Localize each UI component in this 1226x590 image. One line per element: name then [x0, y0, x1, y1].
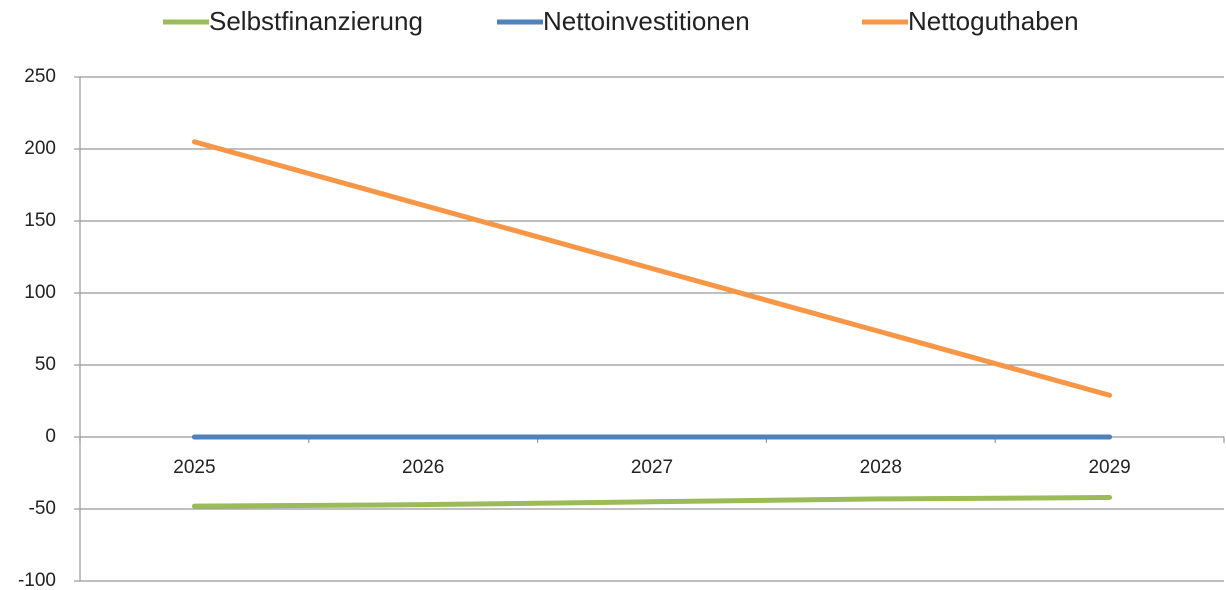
series-line [191, 494, 1113, 509]
series-line [191, 139, 1113, 398]
y-tick-label: 100 [24, 282, 56, 303]
y-tick-label: 150 [24, 210, 56, 231]
x-tick-label: 2025 [173, 457, 215, 478]
legend-label: Nettoinvestitionen [543, 6, 750, 36]
y-tick-label: 250 [24, 66, 56, 87]
legend-label: Selbstfinanzierung [209, 6, 423, 36]
x-tick-label: 2026 [402, 457, 444, 478]
y-tick-label: 50 [35, 354, 56, 375]
legend: Selbstfinanzierung Nettoinvestitionen Nett… [163, 6, 1079, 36]
y-tick-label: 200 [24, 138, 56, 159]
x-tick-label: 2028 [860, 457, 902, 478]
x-tick-label: 2027 [631, 457, 673, 478]
x-tick-label: 2029 [1088, 457, 1130, 478]
y-tick-label: 0 [45, 426, 56, 447]
y-tick-label: -100 [18, 570, 56, 590]
y-tick-label: -50 [29, 498, 56, 519]
legend-label: Nettoguthaben [908, 6, 1079, 36]
